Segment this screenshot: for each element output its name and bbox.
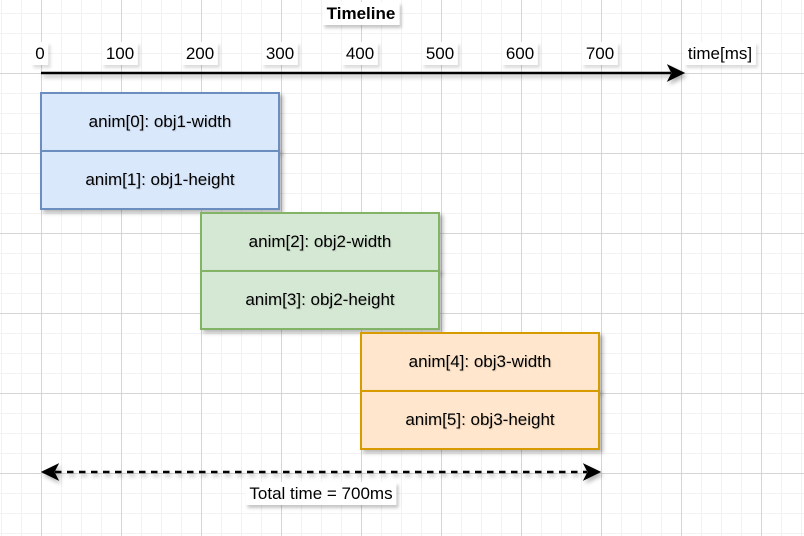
axis-tick-label: 100 — [101, 42, 139, 65]
timeline-bar-anim3: anim[3]: obj2-height — [200, 270, 440, 330]
timeline-bar-anim4: anim[4]: obj3-width — [360, 332, 600, 392]
axis-tick-label: 200 — [181, 42, 219, 65]
total-time-arrowhead-right-icon — [582, 463, 602, 481]
axis-tick-label: 600 — [501, 42, 539, 65]
axis-tick-label: 0 — [31, 42, 49, 65]
axis-tick-label: 700 — [581, 42, 619, 65]
axis-tick-label: 400 — [341, 42, 379, 65]
axis-unit-label: time[ms] — [683, 42, 757, 65]
time-axis-arrowhead-icon — [666, 64, 686, 82]
timeline-bar-anim5: anim[5]: obj3-height — [360, 390, 600, 450]
timeline-bar-anim0: anim[0]: obj1-width — [40, 92, 280, 152]
axis-tick-label: 500 — [421, 42, 459, 65]
total-time-label: Total time = 700ms — [245, 482, 397, 505]
timeline-bar-anim2: anim[2]: obj2-width — [200, 212, 440, 272]
axis-tick-label: 300 — [261, 42, 299, 65]
diagram-title: Timeline — [322, 2, 400, 25]
total-time-arrowhead-left-icon — [40, 463, 60, 481]
timeline-bar-anim1: anim[1]: obj1-height — [40, 150, 280, 210]
